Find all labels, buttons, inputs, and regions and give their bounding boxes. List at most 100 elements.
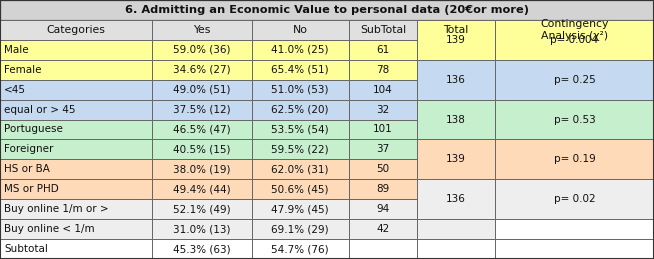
Text: 45.3% (63): 45.3% (63) bbox=[173, 244, 231, 254]
Text: 94: 94 bbox=[376, 204, 390, 214]
Bar bbox=[349, 120, 417, 139]
Text: Categories: Categories bbox=[46, 25, 106, 35]
Text: No: No bbox=[293, 25, 307, 35]
Text: Subtotal: Subtotal bbox=[4, 244, 48, 254]
Bar bbox=[0, 139, 152, 159]
Bar bbox=[417, 179, 495, 199]
Bar bbox=[417, 219, 495, 239]
Text: MS or PHD: MS or PHD bbox=[4, 184, 59, 194]
Bar bbox=[152, 120, 252, 139]
Bar bbox=[0, 219, 152, 239]
Text: Male: Male bbox=[4, 45, 29, 55]
Text: 49.0% (51): 49.0% (51) bbox=[173, 85, 231, 95]
Bar bbox=[417, 100, 495, 139]
Text: 38.0% (19): 38.0% (19) bbox=[173, 164, 231, 174]
Text: <45: <45 bbox=[4, 85, 26, 95]
Text: 136: 136 bbox=[446, 194, 466, 204]
Text: 54.7% (76): 54.7% (76) bbox=[271, 244, 329, 254]
Text: 59.5% (22): 59.5% (22) bbox=[271, 145, 329, 154]
Bar bbox=[252, 60, 349, 80]
Bar bbox=[417, 139, 495, 179]
Text: 49.4% (44): 49.4% (44) bbox=[173, 184, 231, 194]
Bar bbox=[495, 60, 654, 100]
Text: 62.0% (31): 62.0% (31) bbox=[271, 164, 329, 174]
Text: 6. Admitting an Economic Value to personal data (20€or more): 6. Admitting an Economic Value to person… bbox=[125, 5, 529, 15]
Text: Yes: Yes bbox=[194, 25, 211, 35]
Bar bbox=[417, 60, 495, 80]
Bar bbox=[349, 60, 417, 80]
Bar bbox=[495, 20, 654, 60]
Text: 31.0% (13): 31.0% (13) bbox=[173, 224, 231, 234]
Bar bbox=[417, 20, 495, 60]
Text: 37.5% (12): 37.5% (12) bbox=[173, 105, 231, 114]
Text: 138: 138 bbox=[446, 114, 466, 125]
Bar bbox=[252, 20, 349, 40]
Bar bbox=[349, 20, 417, 40]
Text: p= 0.02: p= 0.02 bbox=[554, 194, 595, 204]
Text: 104: 104 bbox=[373, 85, 393, 95]
Text: 51.0% (53): 51.0% (53) bbox=[271, 85, 329, 95]
Text: 65.4% (51): 65.4% (51) bbox=[271, 65, 329, 75]
Text: Portuguese: Portuguese bbox=[4, 125, 63, 134]
Text: Total: Total bbox=[443, 25, 469, 35]
Bar bbox=[252, 139, 349, 159]
Bar bbox=[0, 40, 152, 60]
Bar bbox=[417, 60, 495, 100]
Text: 59.0% (36): 59.0% (36) bbox=[173, 45, 231, 55]
Text: 34.6% (27): 34.6% (27) bbox=[173, 65, 231, 75]
Bar bbox=[495, 239, 654, 259]
Bar bbox=[152, 139, 252, 159]
Bar bbox=[152, 20, 252, 40]
Bar bbox=[495, 179, 654, 199]
Bar bbox=[417, 179, 495, 219]
Bar bbox=[252, 239, 349, 259]
Bar bbox=[349, 199, 417, 219]
Text: 53.5% (54): 53.5% (54) bbox=[271, 125, 329, 134]
Text: p= 0.004: p= 0.004 bbox=[551, 35, 598, 45]
Bar bbox=[495, 60, 654, 80]
Bar bbox=[152, 239, 252, 259]
Bar bbox=[349, 239, 417, 259]
Text: Female: Female bbox=[4, 65, 41, 75]
Text: 37: 37 bbox=[376, 145, 390, 154]
Bar bbox=[495, 20, 654, 40]
Bar bbox=[252, 179, 349, 199]
Bar bbox=[152, 179, 252, 199]
Bar bbox=[417, 239, 495, 259]
Bar bbox=[349, 179, 417, 199]
Bar bbox=[349, 219, 417, 239]
Text: 136: 136 bbox=[446, 75, 466, 85]
Bar bbox=[0, 159, 152, 179]
Text: Contingency
Analysis (χ²): Contingency Analysis (χ²) bbox=[540, 19, 609, 41]
Bar bbox=[495, 179, 654, 219]
Text: 47.9% (45): 47.9% (45) bbox=[271, 204, 329, 214]
Bar bbox=[495, 139, 654, 179]
Text: 41.0% (25): 41.0% (25) bbox=[271, 45, 329, 55]
Bar bbox=[417, 139, 495, 159]
Bar bbox=[252, 199, 349, 219]
Bar bbox=[0, 239, 152, 259]
Bar bbox=[495, 100, 654, 120]
Bar bbox=[252, 100, 349, 120]
Text: SubTotal: SubTotal bbox=[360, 25, 406, 35]
Bar bbox=[417, 100, 495, 120]
Text: 69.1% (29): 69.1% (29) bbox=[271, 224, 329, 234]
Text: p= 0.25: p= 0.25 bbox=[554, 75, 595, 85]
Text: 52.1% (49): 52.1% (49) bbox=[173, 204, 231, 214]
Text: p= 0.19: p= 0.19 bbox=[554, 154, 595, 164]
Text: Buy online < 1/m: Buy online < 1/m bbox=[4, 224, 95, 234]
Text: 50.6% (45): 50.6% (45) bbox=[271, 184, 329, 194]
Bar bbox=[0, 0, 654, 20]
Text: 46.5% (47): 46.5% (47) bbox=[173, 125, 231, 134]
Bar bbox=[152, 159, 252, 179]
Bar bbox=[495, 219, 654, 239]
Text: equal or > 45: equal or > 45 bbox=[4, 105, 75, 114]
Bar bbox=[152, 100, 252, 120]
Text: 78: 78 bbox=[376, 65, 390, 75]
Bar bbox=[0, 100, 152, 120]
Text: 101: 101 bbox=[373, 125, 393, 134]
Text: 32: 32 bbox=[376, 105, 390, 114]
Bar bbox=[0, 120, 152, 139]
Text: HS or BA: HS or BA bbox=[4, 164, 50, 174]
Bar bbox=[0, 20, 152, 40]
